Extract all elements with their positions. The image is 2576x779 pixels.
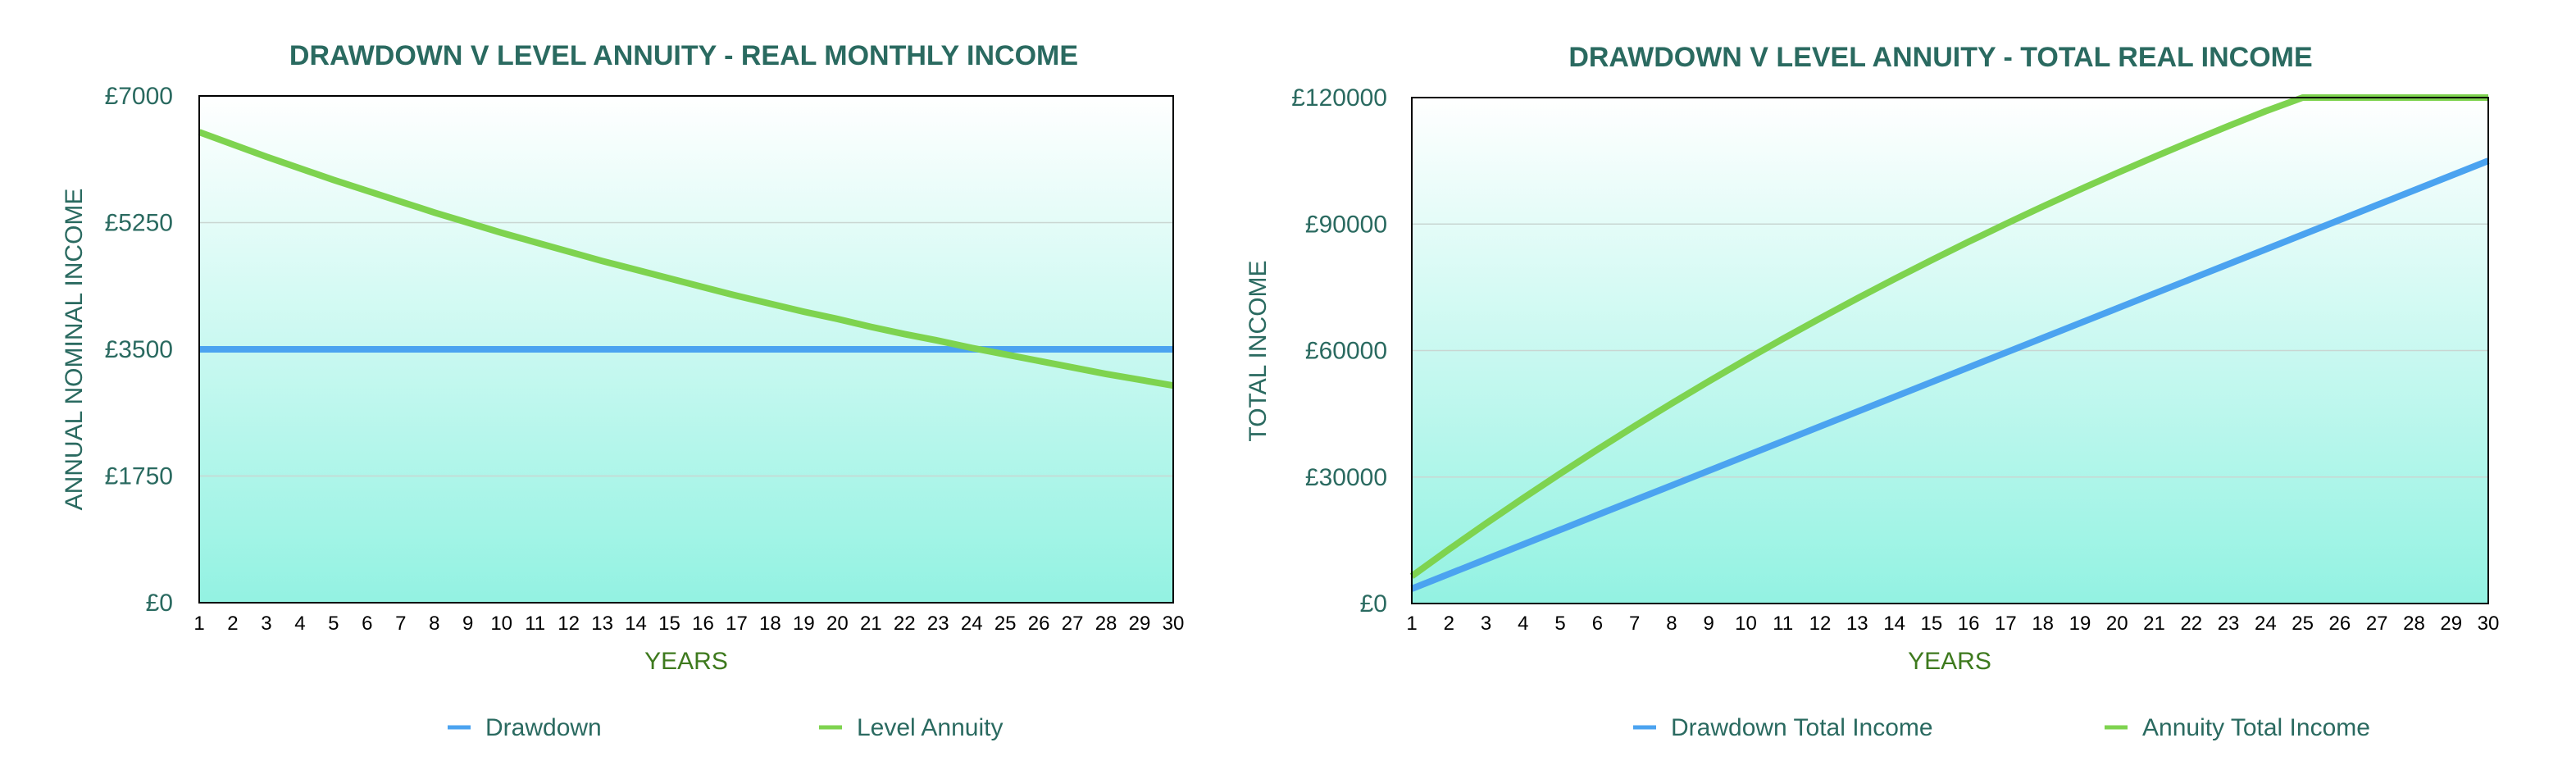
x-tick-label: 30 xyxy=(1163,613,1185,635)
x-tick-label: 14 xyxy=(625,613,647,635)
x-tick-label: 23 xyxy=(927,613,949,635)
x-tick-label: 6 xyxy=(362,613,372,635)
x-tick-label: 22 xyxy=(894,613,916,635)
x-tick-label: 13 xyxy=(591,613,613,635)
x-tick-label: 27 xyxy=(2366,613,2388,635)
x-tick-label: 23 xyxy=(2218,613,2240,635)
x-tick-label: 11 xyxy=(525,613,545,635)
x-tick-label: 19 xyxy=(2069,613,2091,635)
x-tick-label: 10 xyxy=(490,613,512,635)
x-tick-label: 4 xyxy=(294,613,305,635)
chart-total-real-income: DRAWDOWN V LEVEL ANNUITY - TOTAL REAL IN… xyxy=(1245,42,2499,741)
chart-2-x-axis-label: YEARS xyxy=(1908,648,1991,675)
series-line-level-annuity xyxy=(198,129,1174,390)
y-tick-label: £3500 xyxy=(105,336,173,363)
chart-2-x-tick-labels: 1 2 3 4 5 6 7 8 9 10 11 12 13 14 15 16 17 18 19 20 21 22 23 24 2… xyxy=(1406,613,2499,635)
x-tick-label: 24 xyxy=(961,613,983,635)
x-tick-label: 21 xyxy=(2143,613,2165,635)
x-tick-label: 16 xyxy=(1958,613,1980,635)
y-tick-label: £7000 xyxy=(105,83,173,110)
x-tick-label: 16 xyxy=(692,613,714,635)
chart-1-x-axis-label: YEARS xyxy=(644,648,728,675)
legend-label-annuity-total: Annuity Total Income xyxy=(2142,714,2370,741)
x-tick-label: 25 xyxy=(2292,613,2314,635)
x-tick-label: 2 xyxy=(227,613,238,635)
x-tick-label: 10 xyxy=(1735,613,1757,635)
y-tick-label: £5250 xyxy=(105,210,173,237)
y-tick-label: £1750 xyxy=(105,463,173,490)
x-tick-label: 18 xyxy=(759,613,781,635)
x-tick-label: 30 xyxy=(2478,613,2500,635)
legend-item-drawdown-total[interactable]: Drawdown Total Income xyxy=(1633,714,1933,741)
x-tick-label: 17 xyxy=(1995,613,2017,635)
y-tick-label: £120000 xyxy=(1291,84,1387,112)
legend-label-drawdown-total: Drawdown Total Income xyxy=(1671,714,1933,741)
x-tick-label: 9 xyxy=(1704,613,1714,635)
legend-item-level-annuity[interactable]: Level Annuity xyxy=(819,714,1003,741)
x-tick-label: 3 xyxy=(261,613,271,635)
y-tick-label: £90000 xyxy=(1305,211,1387,238)
x-tick-label: 18 xyxy=(2032,613,2054,635)
y-tick-label: £30000 xyxy=(1305,464,1387,491)
x-tick-label: 3 xyxy=(1481,613,1491,635)
x-tick-label: 15 xyxy=(658,613,680,635)
x-tick-label: 26 xyxy=(2329,613,2351,635)
x-tick-label: 1 xyxy=(193,613,204,635)
y-tick-label: £0 xyxy=(146,590,173,617)
x-tick-label: 26 xyxy=(1028,613,1050,635)
x-tick-label: 27 xyxy=(1062,613,1084,635)
x-tick-label: 22 xyxy=(2180,613,2202,635)
chart-1-x-tick-labels: 1 2 3 4 5 6 7 8 9 10 11 12 13 14 15 16 17 18 19 20 21 22 23 24 2… xyxy=(193,613,1184,635)
y-tick-label: £60000 xyxy=(1305,338,1387,365)
chart-1-y-tick-labels: £0 £1750 £3500 £5250 £7000 xyxy=(105,83,173,617)
chart-2-gridlines xyxy=(1412,223,2488,478)
chart-1-plot-border xyxy=(198,95,1174,604)
legend-label-level-annuity: Level Annuity xyxy=(857,714,1003,741)
x-tick-label: 28 xyxy=(2403,613,2425,635)
x-tick-label: 4 xyxy=(1518,613,1528,635)
chart-1-legend[interactable]: Drawdown Level Annuity xyxy=(448,714,1003,741)
x-tick-label: 12 xyxy=(1809,613,1832,635)
chart-2-y-axis-label: TOTAL INCOME xyxy=(1245,260,1272,441)
legend-item-annuity-total[interactable]: Annuity Total Income xyxy=(2105,714,2370,741)
chart-1-series-lines xyxy=(198,129,1174,390)
x-tick-label: 11 xyxy=(1773,613,1793,635)
x-tick-label: 9 xyxy=(462,613,473,635)
y-tick-label: £0 xyxy=(1360,590,1387,617)
x-tick-label: 8 xyxy=(429,613,439,635)
x-tick-label: 2 xyxy=(1444,613,1454,635)
x-tick-label: 12 xyxy=(558,613,580,635)
chart-1-title: DRAWDOWN V LEVEL ANNUITY - REAL MONTHLY … xyxy=(289,40,1078,71)
chart-1-y-axis-label: ANNUAL NOMINAL INCOME xyxy=(61,189,88,511)
x-tick-label: 6 xyxy=(1592,613,1603,635)
x-tick-label: 1 xyxy=(1406,613,1417,635)
chart-real-monthly-income: DRAWDOWN V LEVEL ANNUITY - REAL MONTHLY … xyxy=(61,40,1184,741)
x-tick-label: 8 xyxy=(1666,613,1677,635)
x-tick-label: 29 xyxy=(1129,613,1151,635)
chart-2-plot-border xyxy=(1411,97,2489,604)
legend-item-drawdown[interactable]: Drawdown xyxy=(448,714,602,741)
x-tick-label: 24 xyxy=(2255,613,2277,635)
chart-2-legend[interactable]: Drawdown Total Income Annuity Total Inco… xyxy=(1633,714,2370,741)
series-line-drawdown-total-income xyxy=(1410,157,2490,592)
x-tick-label: 14 xyxy=(1883,613,1905,635)
x-tick-label: 15 xyxy=(1921,613,1943,635)
chart-2-title: DRAWDOWN V LEVEL ANNUITY - TOTAL REAL IN… xyxy=(1568,42,2312,73)
x-tick-label: 13 xyxy=(1846,613,1868,635)
x-tick-label: 25 xyxy=(994,613,1017,635)
x-tick-label: 20 xyxy=(2106,613,2128,635)
chart-2-y-tick-labels: £0 £30000 £60000 £90000 £120000 xyxy=(1291,84,1387,617)
x-tick-label: 21 xyxy=(860,613,882,635)
x-tick-label: 29 xyxy=(2440,613,2462,635)
legend-label-drawdown: Drawdown xyxy=(485,714,602,741)
x-tick-label: 17 xyxy=(726,613,748,635)
x-tick-label: 7 xyxy=(395,613,406,635)
x-tick-label: 5 xyxy=(328,613,339,635)
x-tick-label: 20 xyxy=(826,613,849,635)
x-tick-label: 19 xyxy=(793,613,815,635)
x-tick-label: 28 xyxy=(1095,613,1117,635)
x-tick-label: 7 xyxy=(1629,613,1640,635)
x-tick-label: 5 xyxy=(1554,613,1565,635)
